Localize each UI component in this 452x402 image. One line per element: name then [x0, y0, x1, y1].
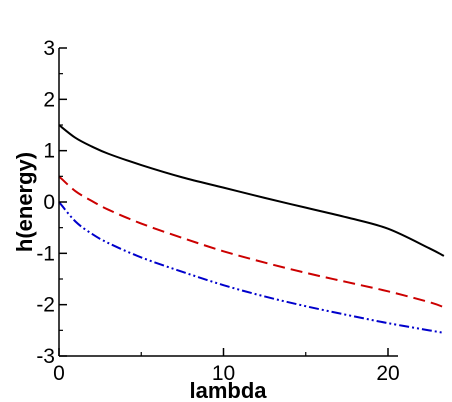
x-tick-label: 0 [53, 362, 65, 385]
series-blue-dashdot-line [58, 201, 445, 334]
y-tick-label: -3 [36, 345, 55, 368]
x-axis-title: lambda [189, 378, 267, 402]
series-black-solid-line [58, 124, 445, 257]
y-tick-label: 3 [43, 37, 55, 60]
y-tick-label: 0 [43, 191, 55, 214]
y-tick-label: -1 [36, 242, 55, 265]
series-red-dashed-line [58, 175, 445, 309]
y-tick-label: 2 [43, 88, 55, 111]
axes-layer [58, 48, 398, 357]
series-layer [58, 124, 445, 334]
y-axis-title: h(energy) [12, 152, 37, 252]
y-tick-label: -2 [36, 294, 55, 317]
x-tick-label: 10 [212, 362, 235, 385]
x-tick-label: 20 [376, 362, 399, 385]
y-tick-label: 1 [43, 140, 55, 163]
ticks-layer: -3 -2 -1 0 1 2 3 0 10 20 [36, 37, 399, 385]
